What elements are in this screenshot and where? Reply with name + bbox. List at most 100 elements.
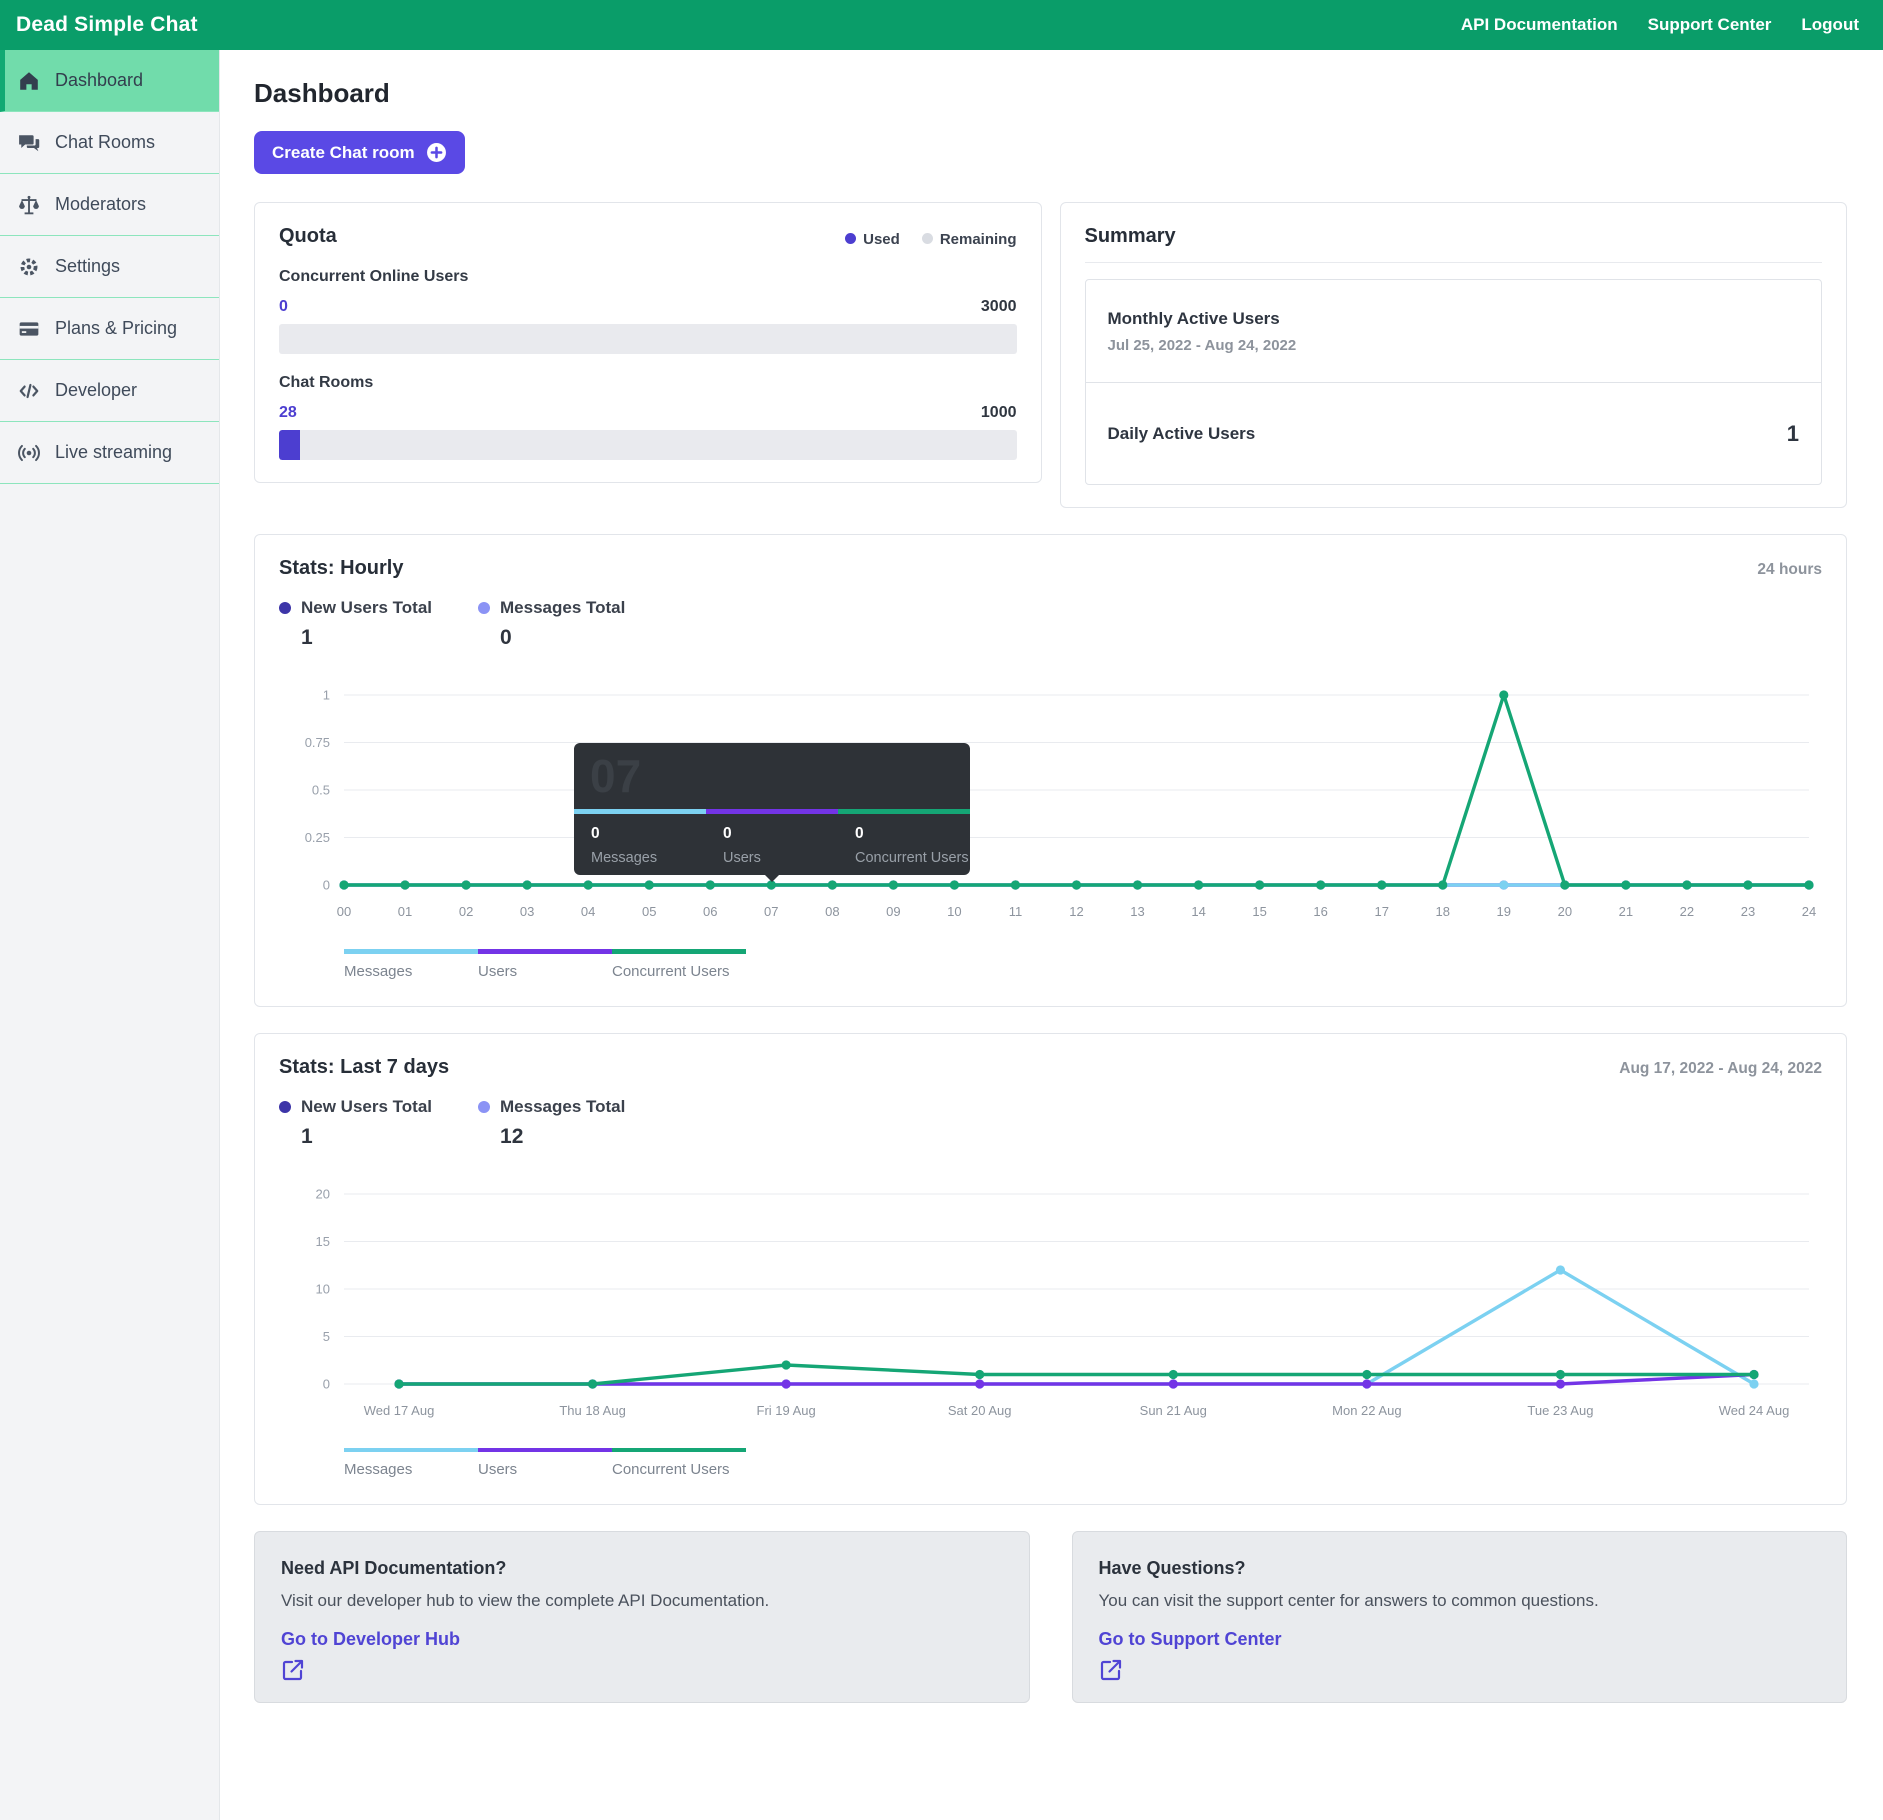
weekly-line-chart[interactable]: 0 5 10 15 20 Wed 17 Aug Thu 18 Aug Fri 19 Aug Sa… bbox=[279, 1169, 1824, 1429]
quota-legend: Used Remaining bbox=[845, 231, 1017, 248]
svg-text:1: 1 bbox=[323, 688, 330, 703]
svg-text:05: 05 bbox=[642, 904, 656, 919]
create-chat-room-button[interactable]: Create Chat room bbox=[254, 131, 465, 174]
svg-text:10: 10 bbox=[947, 904, 961, 919]
credit-card-icon bbox=[18, 318, 40, 340]
stats-weekly-title: Stats: Last 7 days bbox=[279, 1055, 450, 1078]
legend-label: Users bbox=[478, 962, 518, 980]
legend-remaining: Remaining bbox=[921, 231, 1017, 248]
sidebar: Dashboard Chat Rooms Moderators bbox=[0, 50, 220, 1820]
stats-hourly-title: Stats: Hourly bbox=[279, 557, 404, 579]
sidebar-item-developer[interactable]: Developer bbox=[0, 360, 219, 422]
go-to-support-center-link[interactable]: Go to Support Center bbox=[1098, 1629, 1282, 1649]
sidebar-item-label: Developer bbox=[55, 380, 138, 400]
svg-text:01: 01 bbox=[398, 904, 412, 919]
legend-concurrent-users-bar bbox=[612, 949, 746, 954]
legend-label: Users bbox=[478, 1461, 518, 1478]
svg-text:Wed 24 Aug: Wed 24 Aug bbox=[1719, 1403, 1790, 1418]
svg-text:00: 00 bbox=[337, 904, 351, 919]
sidebar-item-live-streaming[interactable]: Live streaming bbox=[0, 422, 219, 484]
stats-weekly-period: Aug 17, 2022 - Aug 24, 2022 bbox=[1619, 1059, 1822, 1077]
legend-users[interactable]: Users bbox=[478, 949, 612, 980]
quota-card: Quota Used Remaining Concurrent Online U… bbox=[254, 202, 1042, 483]
svg-text:04: 04 bbox=[581, 904, 595, 919]
hourly-line-chart[interactable]: 0 0.25 0.5 0.75 1 00 01 02 03 04 05 06 07 08 09 10 11 12 1… bbox=[279, 670, 1824, 930]
legend-users-bar bbox=[478, 1447, 612, 1452]
sidebar-item-settings[interactable]: Settings bbox=[0, 236, 219, 298]
stats-hourly-card: Stats: Hourly 24 hours New Users Total 1… bbox=[254, 534, 1847, 1007]
nav-link-support-center[interactable]: Support Center bbox=[1647, 15, 1772, 34]
scales-icon bbox=[18, 194, 40, 216]
external-link-icon[interactable] bbox=[1099, 1658, 1123, 1682]
total-value: 1 bbox=[301, 626, 313, 649]
total-value: 1 bbox=[301, 1124, 313, 1148]
svg-text:Thu 18 Aug: Thu 18 Aug bbox=[559, 1403, 626, 1418]
new-users-total: New Users Total 1 bbox=[279, 598, 432, 650]
quota-limit-value: 3000 bbox=[980, 298, 1017, 315]
legend-messages[interactable]: Messages bbox=[344, 1447, 478, 1478]
svg-text:0.75: 0.75 bbox=[305, 735, 330, 750]
sidebar-item-label: Plans & Pricing bbox=[55, 318, 178, 338]
svg-text:0.5: 0.5 bbox=[312, 783, 330, 798]
legend-users[interactable]: Users bbox=[478, 1447, 612, 1478]
svg-text:17: 17 bbox=[1374, 904, 1388, 919]
sidebar-item-dashboard[interactable]: Dashboard bbox=[0, 50, 219, 112]
svg-text:20: 20 bbox=[316, 1186, 330, 1201]
total-label: New Users Total bbox=[301, 1096, 433, 1116]
legend-users-bar bbox=[478, 949, 612, 954]
summary-row-label: Monthly Active Users bbox=[1107, 308, 1280, 328]
code-icon bbox=[18, 380, 40, 402]
external-link-icon[interactable] bbox=[281, 1658, 305, 1682]
total-value: 0 bbox=[500, 626, 512, 649]
svg-text:03: 03 bbox=[520, 904, 534, 919]
go-to-developer-hub-link[interactable]: Go to Developer Hub bbox=[281, 1629, 461, 1649]
svg-text:08: 08 bbox=[825, 904, 839, 919]
messages-total: Messages Total 0 bbox=[478, 598, 625, 650]
sidebar-item-label: Chat Rooms bbox=[55, 132, 156, 152]
summary-title: Summary bbox=[1084, 225, 1176, 247]
svg-text:22: 22 bbox=[1680, 904, 1694, 919]
svg-text:12: 12 bbox=[1069, 904, 1083, 919]
svg-text:0.25: 0.25 bbox=[305, 830, 330, 845]
hourly-chart-area: 0 0.25 0.5 0.75 1 00 01 02 03 04 05 06 07 08 09 10 11 12 1… bbox=[279, 670, 1822, 935]
total-label: New Users Total bbox=[301, 598, 433, 617]
sidebar-item-label: Dashboard bbox=[55, 70, 144, 90]
summary-row-daily-active-users: Daily Active Users 1 bbox=[1085, 382, 1821, 484]
new-users-dot bbox=[279, 602, 291, 614]
sidebar-item-plans-pricing[interactable]: Plans & Pricing bbox=[0, 298, 219, 360]
sidebar-item-chat-rooms[interactable]: Chat Rooms bbox=[0, 112, 219, 174]
svg-text:24: 24 bbox=[1802, 904, 1816, 919]
api-documentation-card: Need API Documentation? Visit our develo… bbox=[254, 1531, 1030, 1703]
stats-weekly-card: Stats: Last 7 days Aug 17, 2022 - Aug 24… bbox=[254, 1032, 1847, 1505]
svg-text:5: 5 bbox=[323, 1329, 330, 1344]
legend-concurrent-users[interactable]: Concurrent Users bbox=[612, 1447, 746, 1478]
svg-text:23: 23 bbox=[1741, 904, 1755, 919]
svg-text:21: 21 bbox=[1619, 904, 1633, 919]
brand-logo[interactable]: Dead Simple Chat bbox=[16, 13, 198, 36]
quota-limit-value: 1000 bbox=[980, 404, 1017, 421]
sidebar-item-moderators[interactable]: Moderators bbox=[0, 174, 219, 236]
quota-progress-fill bbox=[279, 430, 300, 460]
svg-text:10: 10 bbox=[316, 1281, 330, 1296]
used-dot bbox=[845, 233, 857, 244]
sidebar-item-label: Settings bbox=[55, 256, 121, 276]
main-content: Dashboard Create Chat room Quota Used Re… bbox=[220, 50, 1883, 1820]
svg-text:15: 15 bbox=[1252, 904, 1266, 919]
svg-text:0: 0 bbox=[323, 1376, 330, 1391]
legend-concurrent-users[interactable]: Concurrent Users bbox=[612, 949, 746, 980]
nav-link-api-documentation[interactable]: API Documentation bbox=[1460, 15, 1618, 34]
legend-concurrent-users-bar bbox=[612, 1447, 746, 1452]
svg-text:15: 15 bbox=[316, 1234, 330, 1249]
support-center-card: Have Questions? You can visit the suppor… bbox=[1071, 1531, 1847, 1703]
weekly-chart-area: 0 5 10 15 20 Wed 17 Aug Thu 18 Aug Fri 19 Aug Sa… bbox=[279, 1169, 1822, 1434]
legend-label: Messages bbox=[344, 962, 413, 980]
svg-text:14: 14 bbox=[1191, 904, 1205, 919]
nav-link-logout[interactable]: Logout bbox=[1801, 15, 1859, 34]
summary-row-value: 1 bbox=[1786, 420, 1799, 446]
svg-text:06: 06 bbox=[703, 904, 717, 919]
sidebar-item-label: Live streaming bbox=[55, 442, 173, 462]
legend-label: Messages bbox=[344, 1461, 413, 1478]
legend-messages[interactable]: Messages bbox=[344, 949, 478, 980]
svg-text:11: 11 bbox=[1009, 904, 1023, 919]
svg-text:Mon 22 Aug: Mon 22 Aug bbox=[1332, 1403, 1401, 1418]
